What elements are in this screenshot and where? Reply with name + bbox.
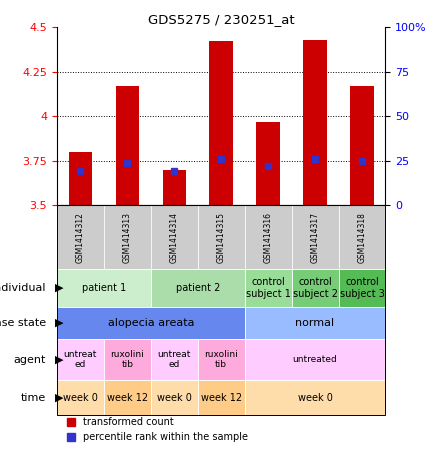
- Text: ▶: ▶: [55, 318, 63, 328]
- Bar: [57, 339, 104, 381]
- Text: week 0: week 0: [157, 393, 192, 403]
- Text: GSM1414317: GSM1414317: [311, 212, 320, 263]
- Text: ruxolini
tib: ruxolini tib: [204, 350, 238, 369]
- Text: untreated: untreated: [293, 355, 337, 364]
- Text: ▶: ▶: [55, 283, 63, 293]
- Bar: [57, 269, 151, 307]
- Bar: [198, 339, 245, 381]
- Bar: [151, 339, 198, 381]
- Text: control
subject 1: control subject 1: [246, 277, 290, 299]
- Bar: [245, 205, 292, 269]
- Bar: [69, 152, 92, 205]
- Text: week 12: week 12: [201, 393, 242, 403]
- Text: disease state: disease state: [0, 318, 46, 328]
- Bar: [245, 339, 385, 381]
- Bar: [209, 41, 233, 205]
- Bar: [198, 205, 245, 269]
- Text: GSM1414316: GSM1414316: [264, 212, 272, 263]
- Bar: [245, 381, 385, 415]
- Text: week 12: week 12: [107, 393, 148, 403]
- Bar: [339, 269, 385, 307]
- Text: GSM1414313: GSM1414313: [123, 212, 132, 263]
- Text: individual: individual: [0, 283, 46, 293]
- Text: week 0: week 0: [63, 393, 98, 403]
- Bar: [151, 381, 198, 415]
- Text: normal: normal: [296, 318, 335, 328]
- Bar: [350, 86, 374, 205]
- Text: percentile rank within the sample: percentile rank within the sample: [83, 432, 248, 442]
- Bar: [57, 381, 104, 415]
- Bar: [104, 339, 151, 381]
- Text: patient 2: patient 2: [176, 283, 220, 293]
- Bar: [57, 205, 104, 269]
- Text: transformed count: transformed count: [83, 418, 173, 428]
- Bar: [339, 205, 385, 269]
- Bar: [104, 381, 151, 415]
- Text: agent: agent: [14, 355, 46, 365]
- Text: GSM1414314: GSM1414314: [170, 212, 179, 263]
- Bar: [198, 381, 245, 415]
- Text: GSM1414318: GSM1414318: [357, 212, 367, 263]
- Text: week 0: week 0: [297, 393, 332, 403]
- Bar: [116, 86, 139, 205]
- Bar: [151, 205, 198, 269]
- Text: time: time: [21, 393, 46, 403]
- Text: ▶: ▶: [55, 355, 63, 365]
- Bar: [256, 121, 280, 205]
- Text: alopecia areata: alopecia areata: [108, 318, 194, 328]
- Text: patient 1: patient 1: [82, 283, 126, 293]
- Title: GDS5275 / 230251_at: GDS5275 / 230251_at: [148, 13, 294, 26]
- Bar: [303, 40, 327, 205]
- Bar: [151, 269, 245, 307]
- Text: GSM1414315: GSM1414315: [217, 212, 226, 263]
- Text: ▶: ▶: [55, 393, 63, 403]
- Bar: [162, 170, 186, 205]
- Text: GSM1414312: GSM1414312: [76, 212, 85, 263]
- Bar: [104, 205, 151, 269]
- Bar: [245, 307, 385, 339]
- Bar: [57, 307, 245, 339]
- Bar: [292, 205, 339, 269]
- Bar: [292, 269, 339, 307]
- Text: untreat
ed: untreat ed: [64, 350, 97, 369]
- Text: control
subject 3: control subject 3: [339, 277, 385, 299]
- Bar: [245, 269, 292, 307]
- Text: untreat
ed: untreat ed: [158, 350, 191, 369]
- Text: control
subject 2: control subject 2: [293, 277, 338, 299]
- Text: ruxolini
tib: ruxolini tib: [110, 350, 144, 369]
